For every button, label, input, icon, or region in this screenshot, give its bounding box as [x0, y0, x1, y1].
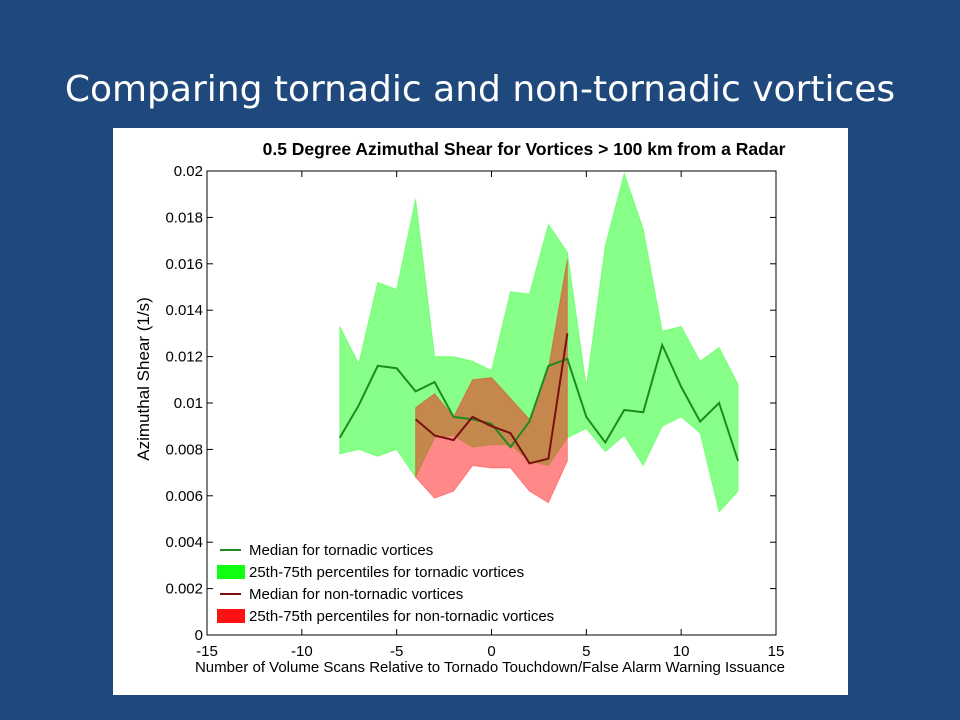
band-series-1 — [415, 259, 568, 504]
median-line-series-2 — [338, 342, 740, 462]
chart-figure: 0.5 Degree Azimuthal Shear for Vortices … — [113, 128, 848, 695]
y-tick-label: 0.004 — [165, 534, 203, 551]
x-tick-label: -5 — [390, 643, 403, 660]
y-tick-label: 0.014 — [165, 302, 203, 319]
legend-label: Median for non-tornadic vortices — [249, 586, 463, 603]
y-axis-label: Azimuthal Shear (1/s) — [134, 297, 153, 460]
chart-title: 0.5 Degree Azimuthal Shear for Vortices … — [263, 139, 786, 159]
chart-svg: 0.5 Degree Azimuthal Shear for Vortices … — [134, 139, 786, 676]
x-tick-label: 5 — [582, 643, 590, 660]
legend-label: 25th-75th percentiles for non-tornadic v… — [249, 608, 554, 625]
legend: Median for tornadic vortices 25th-75th pe… — [217, 542, 554, 625]
y-tick-label: 0.018 — [165, 209, 203, 226]
x-axis-label: Number of Volume Scans Relative to Torna… — [195, 659, 785, 676]
legend-patch-swatch — [217, 565, 245, 579]
y-tick-label: 0.02 — [174, 163, 203, 180]
x-tick-label: -10 — [291, 643, 313, 660]
x-tick-label: 10 — [673, 643, 690, 660]
legend-patch-swatch — [217, 609, 245, 623]
y-tick-label: 0.008 — [165, 441, 203, 458]
x-tick-label: 15 — [768, 643, 785, 660]
y-tick-label: 0.006 — [165, 488, 203, 505]
legend-label: 25th-75th percentiles for tornadic vorti… — [249, 564, 524, 581]
median-line-series-3 — [414, 333, 569, 465]
band-layer — [339, 171, 739, 514]
y-tick-label: 0 — [195, 627, 203, 644]
tick-layer: -15 -10 -5 0 5 10 15 0 0.002 0.004 0.006 0.008 0.01 0… — [165, 163, 784, 660]
legend-label: Median for tornadic vortices — [249, 542, 433, 559]
line-layer — [338, 333, 740, 465]
y-tick-label: 0.01 — [174, 395, 203, 412]
x-tick-label: 0 — [487, 643, 495, 660]
y-tick-label: 0.002 — [165, 581, 203, 598]
y-tick-label: 0.012 — [165, 349, 203, 366]
x-tick-label: -15 — [196, 643, 218, 660]
slide-title: Comparing tornadic and non-tornadic vort… — [64, 69, 896, 110]
y-tick-label: 0.016 — [165, 256, 203, 273]
